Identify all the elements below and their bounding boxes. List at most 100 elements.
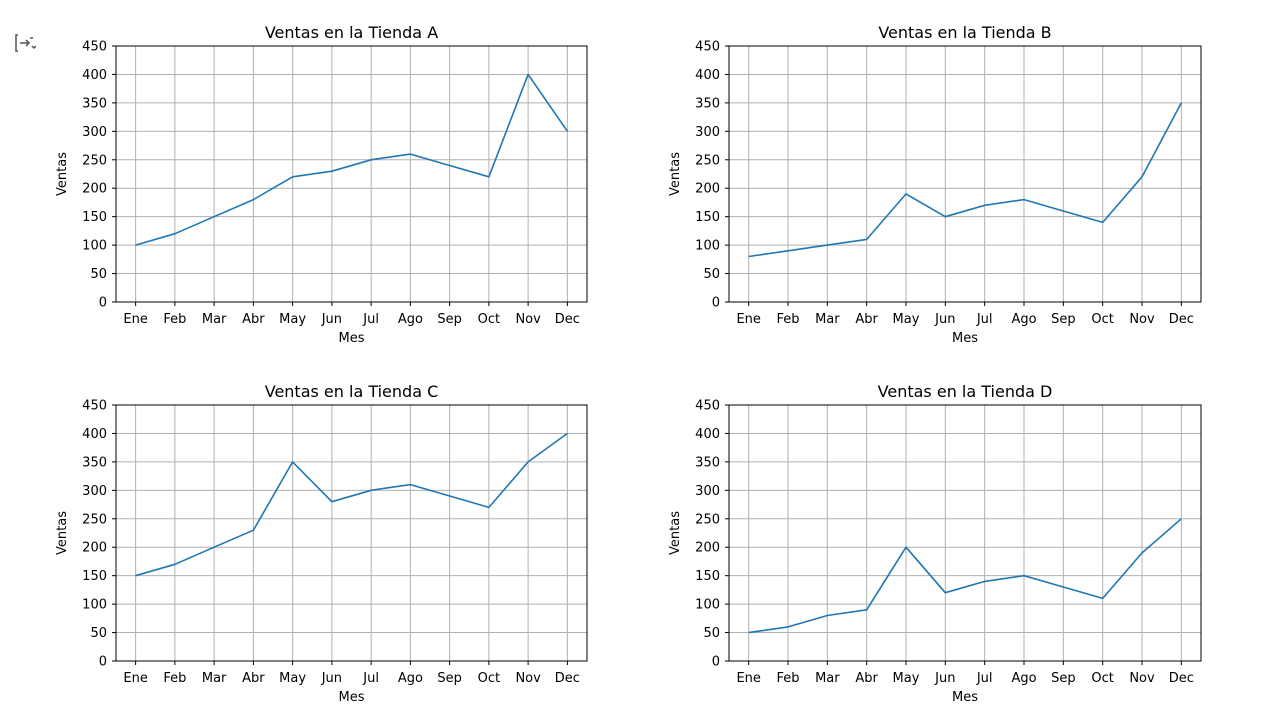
data-point-b-4: [905, 193, 907, 195]
data-point-d-2: [826, 614, 828, 616]
y-tick-label-c-9: 450: [82, 399, 107, 414]
series-line-d: [748, 518, 1182, 634]
y-tick-label-d-1: 50: [703, 626, 720, 641]
data-point-a-7: [409, 153, 411, 155]
data-point-c-0: [135, 575, 137, 577]
y-tick-label-d-0: 0: [712, 655, 720, 670]
x-tick-label-c-0: Ene: [123, 671, 147, 686]
x-tick-label-c-11: Dec: [555, 671, 580, 686]
data-point-d-11: [1180, 518, 1182, 520]
x-tick-label-a-3: Abr: [242, 312, 265, 327]
y-tick-label-c-4: 200: [82, 541, 107, 556]
y-tick-label-c-1: 50: [90, 626, 107, 641]
series-line-a: [135, 73, 569, 246]
data-point-a-9: [488, 176, 490, 178]
data-point-c-2: [213, 546, 215, 548]
x-tick-label-c-8: Sep: [437, 671, 462, 686]
y-tick-label-b-8: 400: [695, 68, 720, 83]
x-tick-label-d-5: Jun: [934, 671, 955, 686]
x-tick-label-b-1: Feb: [776, 312, 799, 327]
y-tick-label-c-0: 0: [99, 655, 107, 670]
x-tick-label-a-5: Jun: [321, 312, 342, 327]
data-point-b-9: [1102, 221, 1104, 223]
data-point-d-4: [905, 546, 907, 548]
data-point-b-2: [826, 244, 828, 246]
plot-frame-b: [728, 45, 1202, 303]
y-axis-label-a: Ventas: [55, 152, 70, 196]
data-point-b-7: [1023, 199, 1025, 201]
y-tick-label-a-1: 50: [90, 267, 107, 282]
x-axis-label-b: Mes: [952, 331, 978, 346]
data-point-c-7: [409, 484, 411, 486]
x-tick-label-d-3: Abr: [855, 671, 878, 686]
y-tick-label-a-2: 100: [82, 239, 107, 254]
y-tick-label-a-7: 350: [82, 96, 107, 111]
x-tick-label-b-2: Mar: [815, 312, 840, 327]
x-axis-label-d: Mes: [952, 690, 978, 705]
y-tick-label-c-7: 350: [82, 455, 107, 470]
chart-panel-b: Ventas en la Tienda B 0 50 100 150 200 250 300 3…: [668, 23, 1202, 346]
data-point-b-1: [787, 250, 789, 252]
y-tick-label-b-2: 100: [695, 239, 720, 254]
y-tick-label-d-4: 200: [695, 541, 720, 556]
chart-panel-d: Ventas en la Tienda D 0 50 100 150 200 250 300 3…: [668, 382, 1202, 705]
x-tick-label-a-1: Feb: [163, 312, 186, 327]
data-point-a-5: [331, 170, 333, 172]
y-tick-label-a-4: 200: [82, 182, 107, 197]
x-tick-label-b-7: Ago: [1011, 312, 1036, 327]
data-point-b-3: [866, 238, 868, 240]
data-point-c-9: [488, 506, 490, 508]
plot-frame-a: [115, 45, 588, 303]
y-tick-label-d-6: 300: [695, 484, 720, 499]
data-point-c-3: [252, 529, 254, 531]
plot-frame-c: [115, 404, 588, 662]
y-tick-label-d-7: 350: [695, 455, 720, 470]
data-point-d-10: [1141, 552, 1143, 554]
y-axis-label-d: Ventas: [668, 511, 683, 555]
data-point-b-10: [1141, 176, 1143, 178]
data-point-c-1: [174, 563, 176, 565]
x-tick-label-a-8: Sep: [437, 312, 462, 327]
y-tick-label-b-9: 450: [695, 40, 720, 55]
chart-panel-a: Ventas en la Tienda A 0 50 100 150 200 250 300 3…: [55, 23, 588, 346]
x-tick-label-d-0: Ene: [736, 671, 760, 686]
x-tick-label-c-1: Feb: [163, 671, 186, 686]
data-point-d-8: [1062, 586, 1064, 588]
data-point-d-1: [787, 626, 789, 628]
x-tick-label-b-9: Oct: [1091, 312, 1113, 327]
y-tick-label-d-2: 100: [695, 598, 720, 613]
data-point-a-10: [527, 73, 529, 75]
x-tick-label-c-6: Jul: [362, 671, 379, 686]
data-point-c-4: [292, 461, 294, 463]
x-tick-label-a-9: Oct: [478, 312, 500, 327]
y-tick-label-b-1: 50: [703, 267, 720, 282]
data-point-b-8: [1062, 210, 1064, 212]
y-tick-label-c-3: 150: [82, 569, 107, 584]
y-tick-label-a-8: 400: [82, 68, 107, 83]
x-tick-label-a-7: Ago: [398, 312, 423, 327]
chart-title-a: Ventas en la Tienda A: [265, 23, 438, 42]
x-tick-label-c-2: Mar: [202, 671, 227, 686]
output-toggle-icon[interactable]: [14, 32, 37, 54]
x-axis-label-c: Mes: [339, 690, 365, 705]
chart-title-d: Ventas en la Tienda D: [878, 382, 1053, 401]
x-tick-label-b-4: May: [893, 312, 920, 327]
x-tick-label-c-7: Ago: [398, 671, 423, 686]
data-point-b-5: [944, 216, 946, 218]
y-tick-label-c-2: 100: [82, 598, 107, 613]
data-point-a-8: [449, 164, 451, 166]
y-tick-label-b-6: 300: [695, 125, 720, 140]
data-point-d-5: [944, 592, 946, 594]
x-tick-label-a-11: Dec: [555, 312, 580, 327]
data-point-a-3: [252, 199, 254, 201]
data-point-c-8: [449, 495, 451, 497]
data-point-a-0: [135, 244, 137, 246]
x-tick-label-a-6: Jul: [362, 312, 379, 327]
y-tick-label-a-0: 0: [99, 296, 107, 311]
x-tick-label-a-10: Nov: [515, 312, 541, 327]
chart-panel-c: Ventas en la Tienda C 0 50 100 150 200 250 300 3…: [55, 382, 588, 705]
y-tick-label-d-3: 150: [695, 569, 720, 584]
x-tick-label-b-5: Jun: [934, 312, 955, 327]
y-tick-label-b-4: 200: [695, 182, 720, 197]
